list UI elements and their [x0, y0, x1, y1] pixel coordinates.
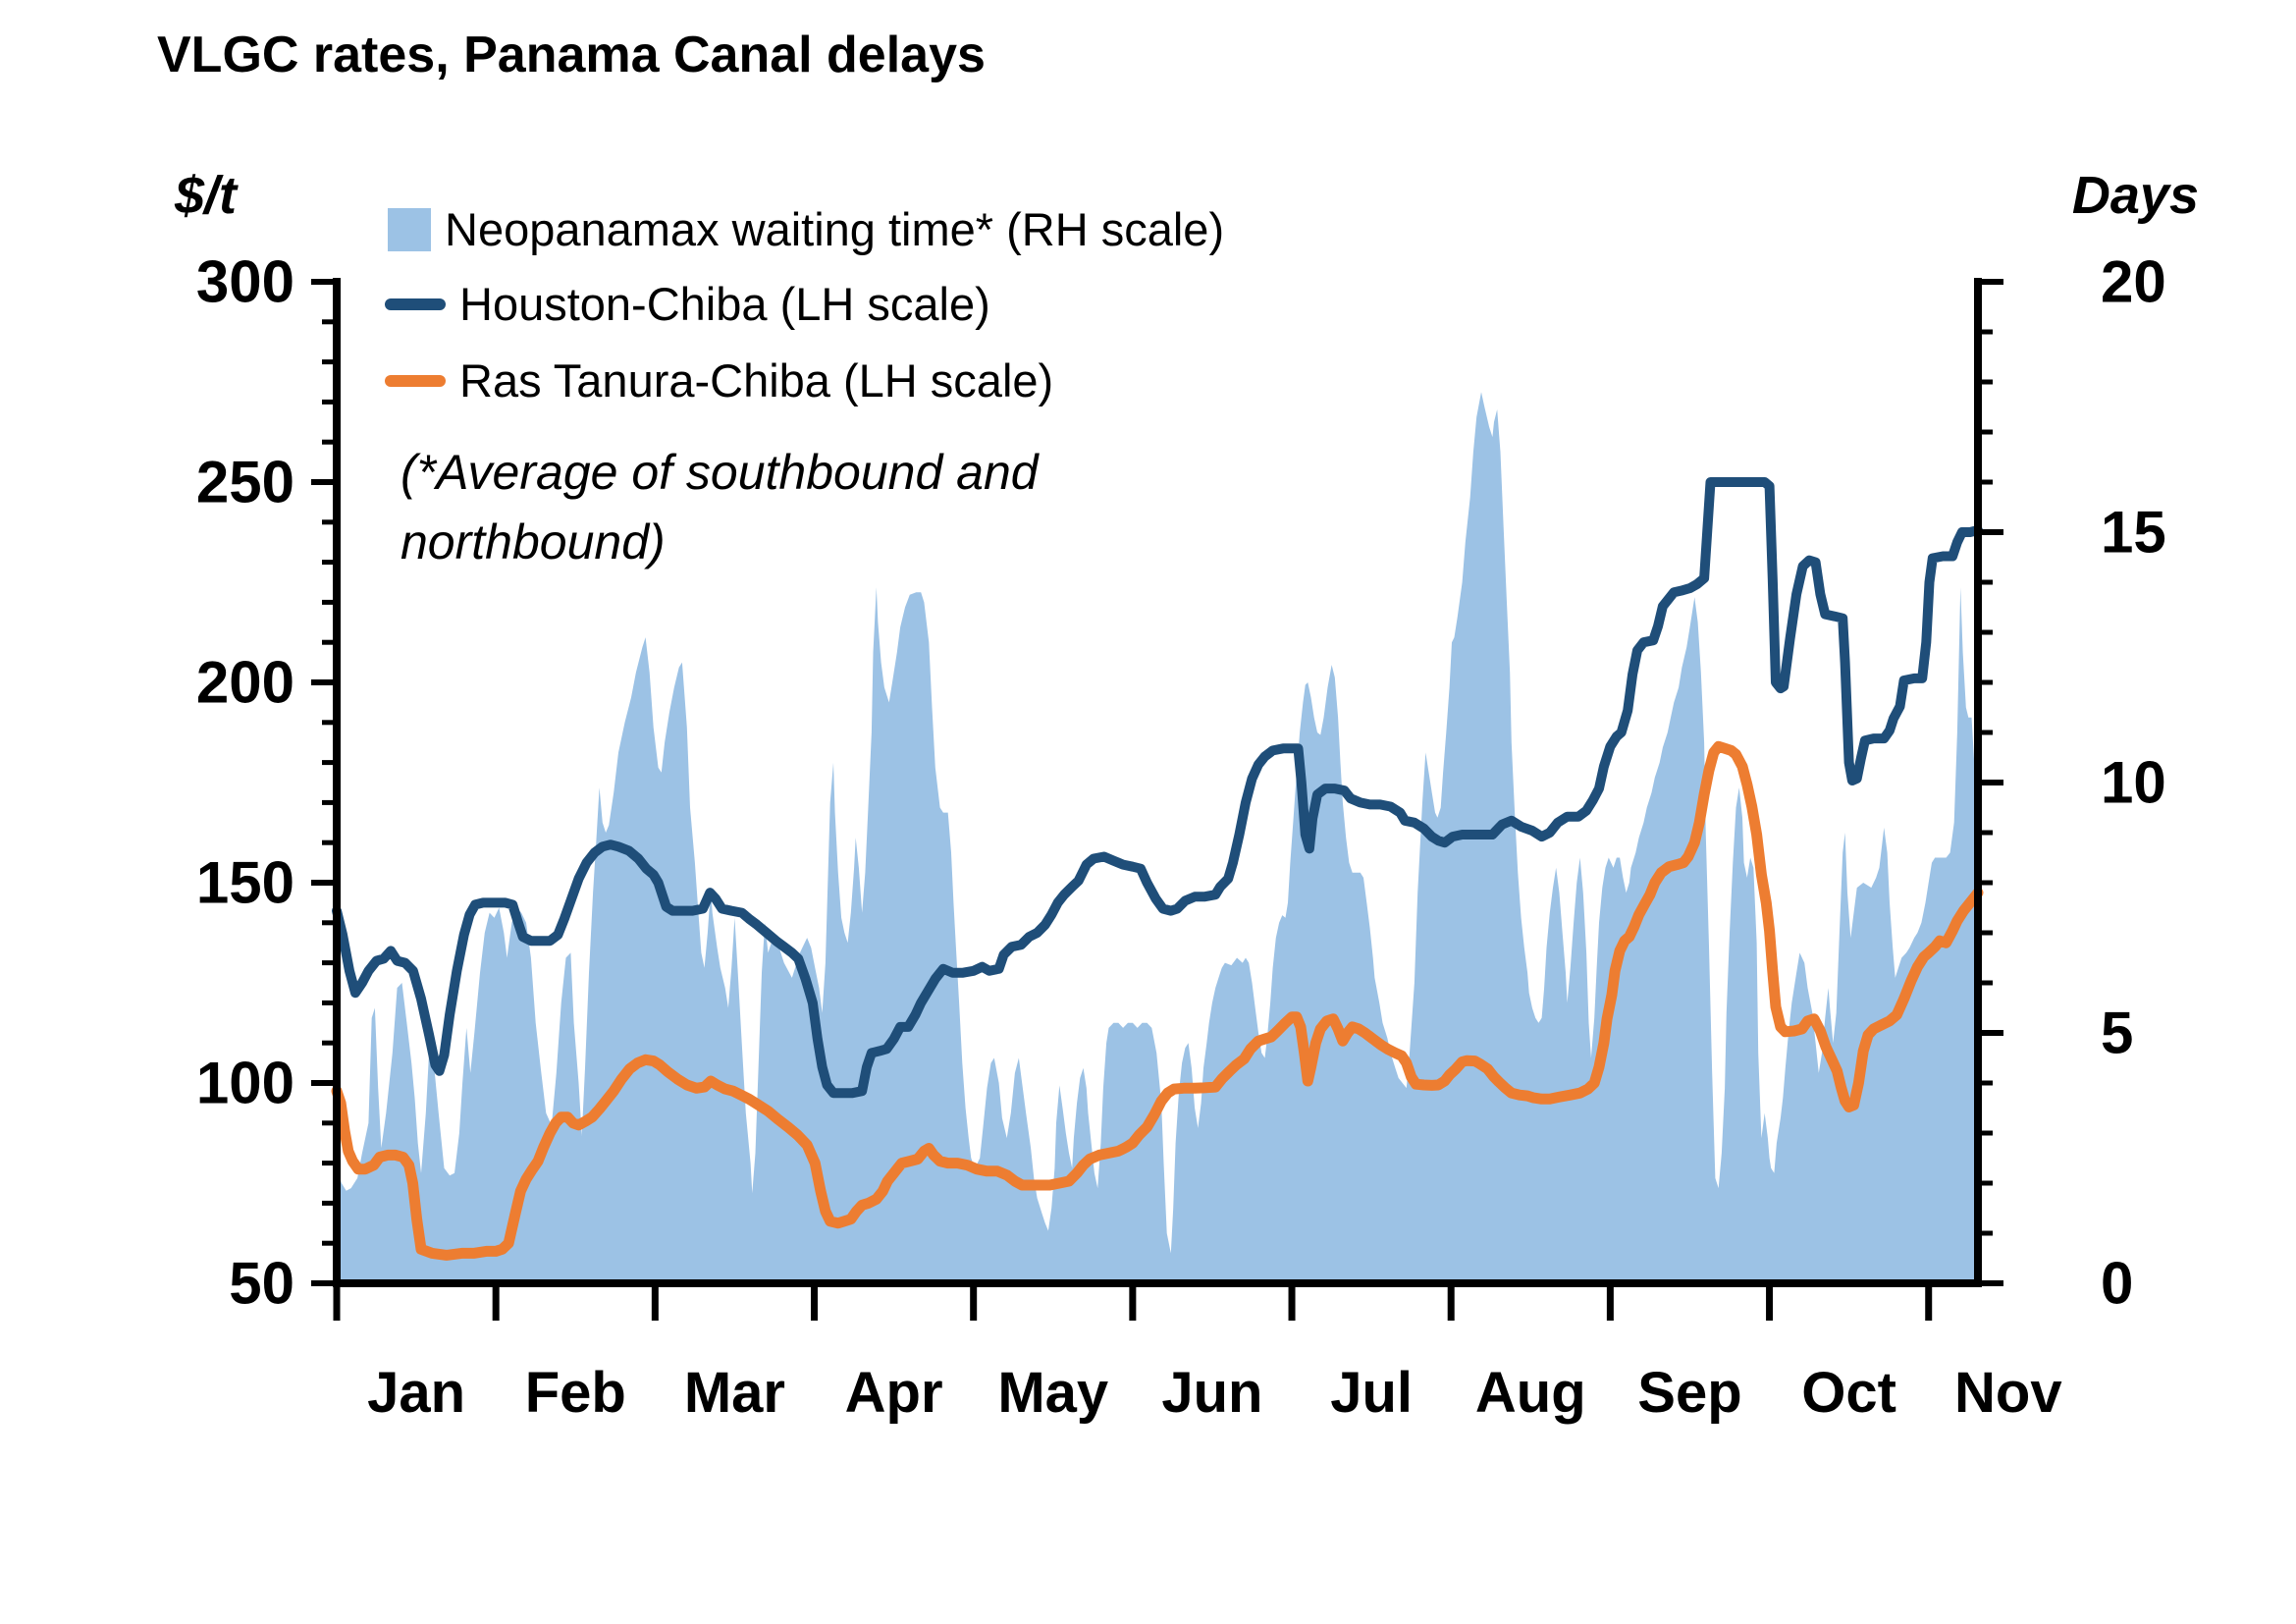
series-line-ras-tanura-chiba	[331, 740, 1984, 1261]
legend-item-neopanamax: Neopanamax waiting time* (RH scale)	[388, 202, 1224, 256]
left-axis-tick-label: 250	[196, 450, 294, 515]
x-axis-month-label: Jun	[1161, 1361, 1262, 1425]
line-swatch-icon	[385, 298, 446, 310]
left-axis-tick-label: 300	[196, 249, 294, 315]
series-line-houston-chiba	[332, 477, 1983, 1099]
x-axis-month-label: May	[997, 1361, 1108, 1425]
footnote-annotation: (*Average of southbound and northbound)	[400, 445, 1039, 569]
legend-item-ras-tanura-chiba: Ras Tanura-Chiba (LH scale)	[385, 353, 1053, 407]
left-axis-unit-label: $/t	[175, 166, 238, 225]
x-axis-month-label: Jan	[367, 1361, 465, 1425]
left-axis-tick-label: 200	[196, 650, 294, 716]
left-axis-tick-label: 100	[196, 1051, 294, 1116]
page-title: VLGC rates, Panama Canal delays	[157, 27, 986, 83]
legend-label: Houston-Chiba (LH scale)	[459, 278, 990, 330]
right-axis-tick-label: 5	[2101, 1001, 2133, 1066]
right-axis-tick-label: 20	[2101, 249, 2166, 315]
x-axis-month-label: Aug	[1475, 1361, 1586, 1425]
x-axis-month-label: Jul	[1330, 1361, 1413, 1425]
legend-label: Neopanamax waiting time* (RH scale)	[445, 203, 1225, 255]
line-swatch-icon	[385, 374, 446, 387]
legend-item-houston-chiba: Houston-Chiba (LH scale)	[385, 277, 990, 331]
right-axis-tick-label: 15	[2101, 500, 2166, 566]
x-axis-month-label: Feb	[525, 1361, 626, 1425]
series-area-neopanamax-waiting-time	[337, 392, 1978, 1283]
x-axis-month-label: Apr	[845, 1361, 943, 1425]
x-axis-month-label: Sep	[1637, 1361, 1741, 1425]
area-swatch-icon	[388, 207, 431, 251]
legend-label: Ras Tanura-Chiba (LH scale)	[459, 354, 1054, 406]
x-axis-month-label: Oct	[1801, 1361, 1896, 1425]
right-axis-tick-label: 0	[2101, 1251, 2133, 1317]
x-axis-month-label: Nov	[1954, 1361, 2062, 1425]
left-axis-tick-label: 150	[196, 850, 294, 916]
right-axis-tick-label: 10	[2101, 750, 2166, 816]
left-axis-tick-label: 50	[229, 1251, 294, 1317]
right-axis-unit-label: Days	[2071, 166, 2199, 225]
x-axis-month-label: Mar	[684, 1361, 785, 1425]
